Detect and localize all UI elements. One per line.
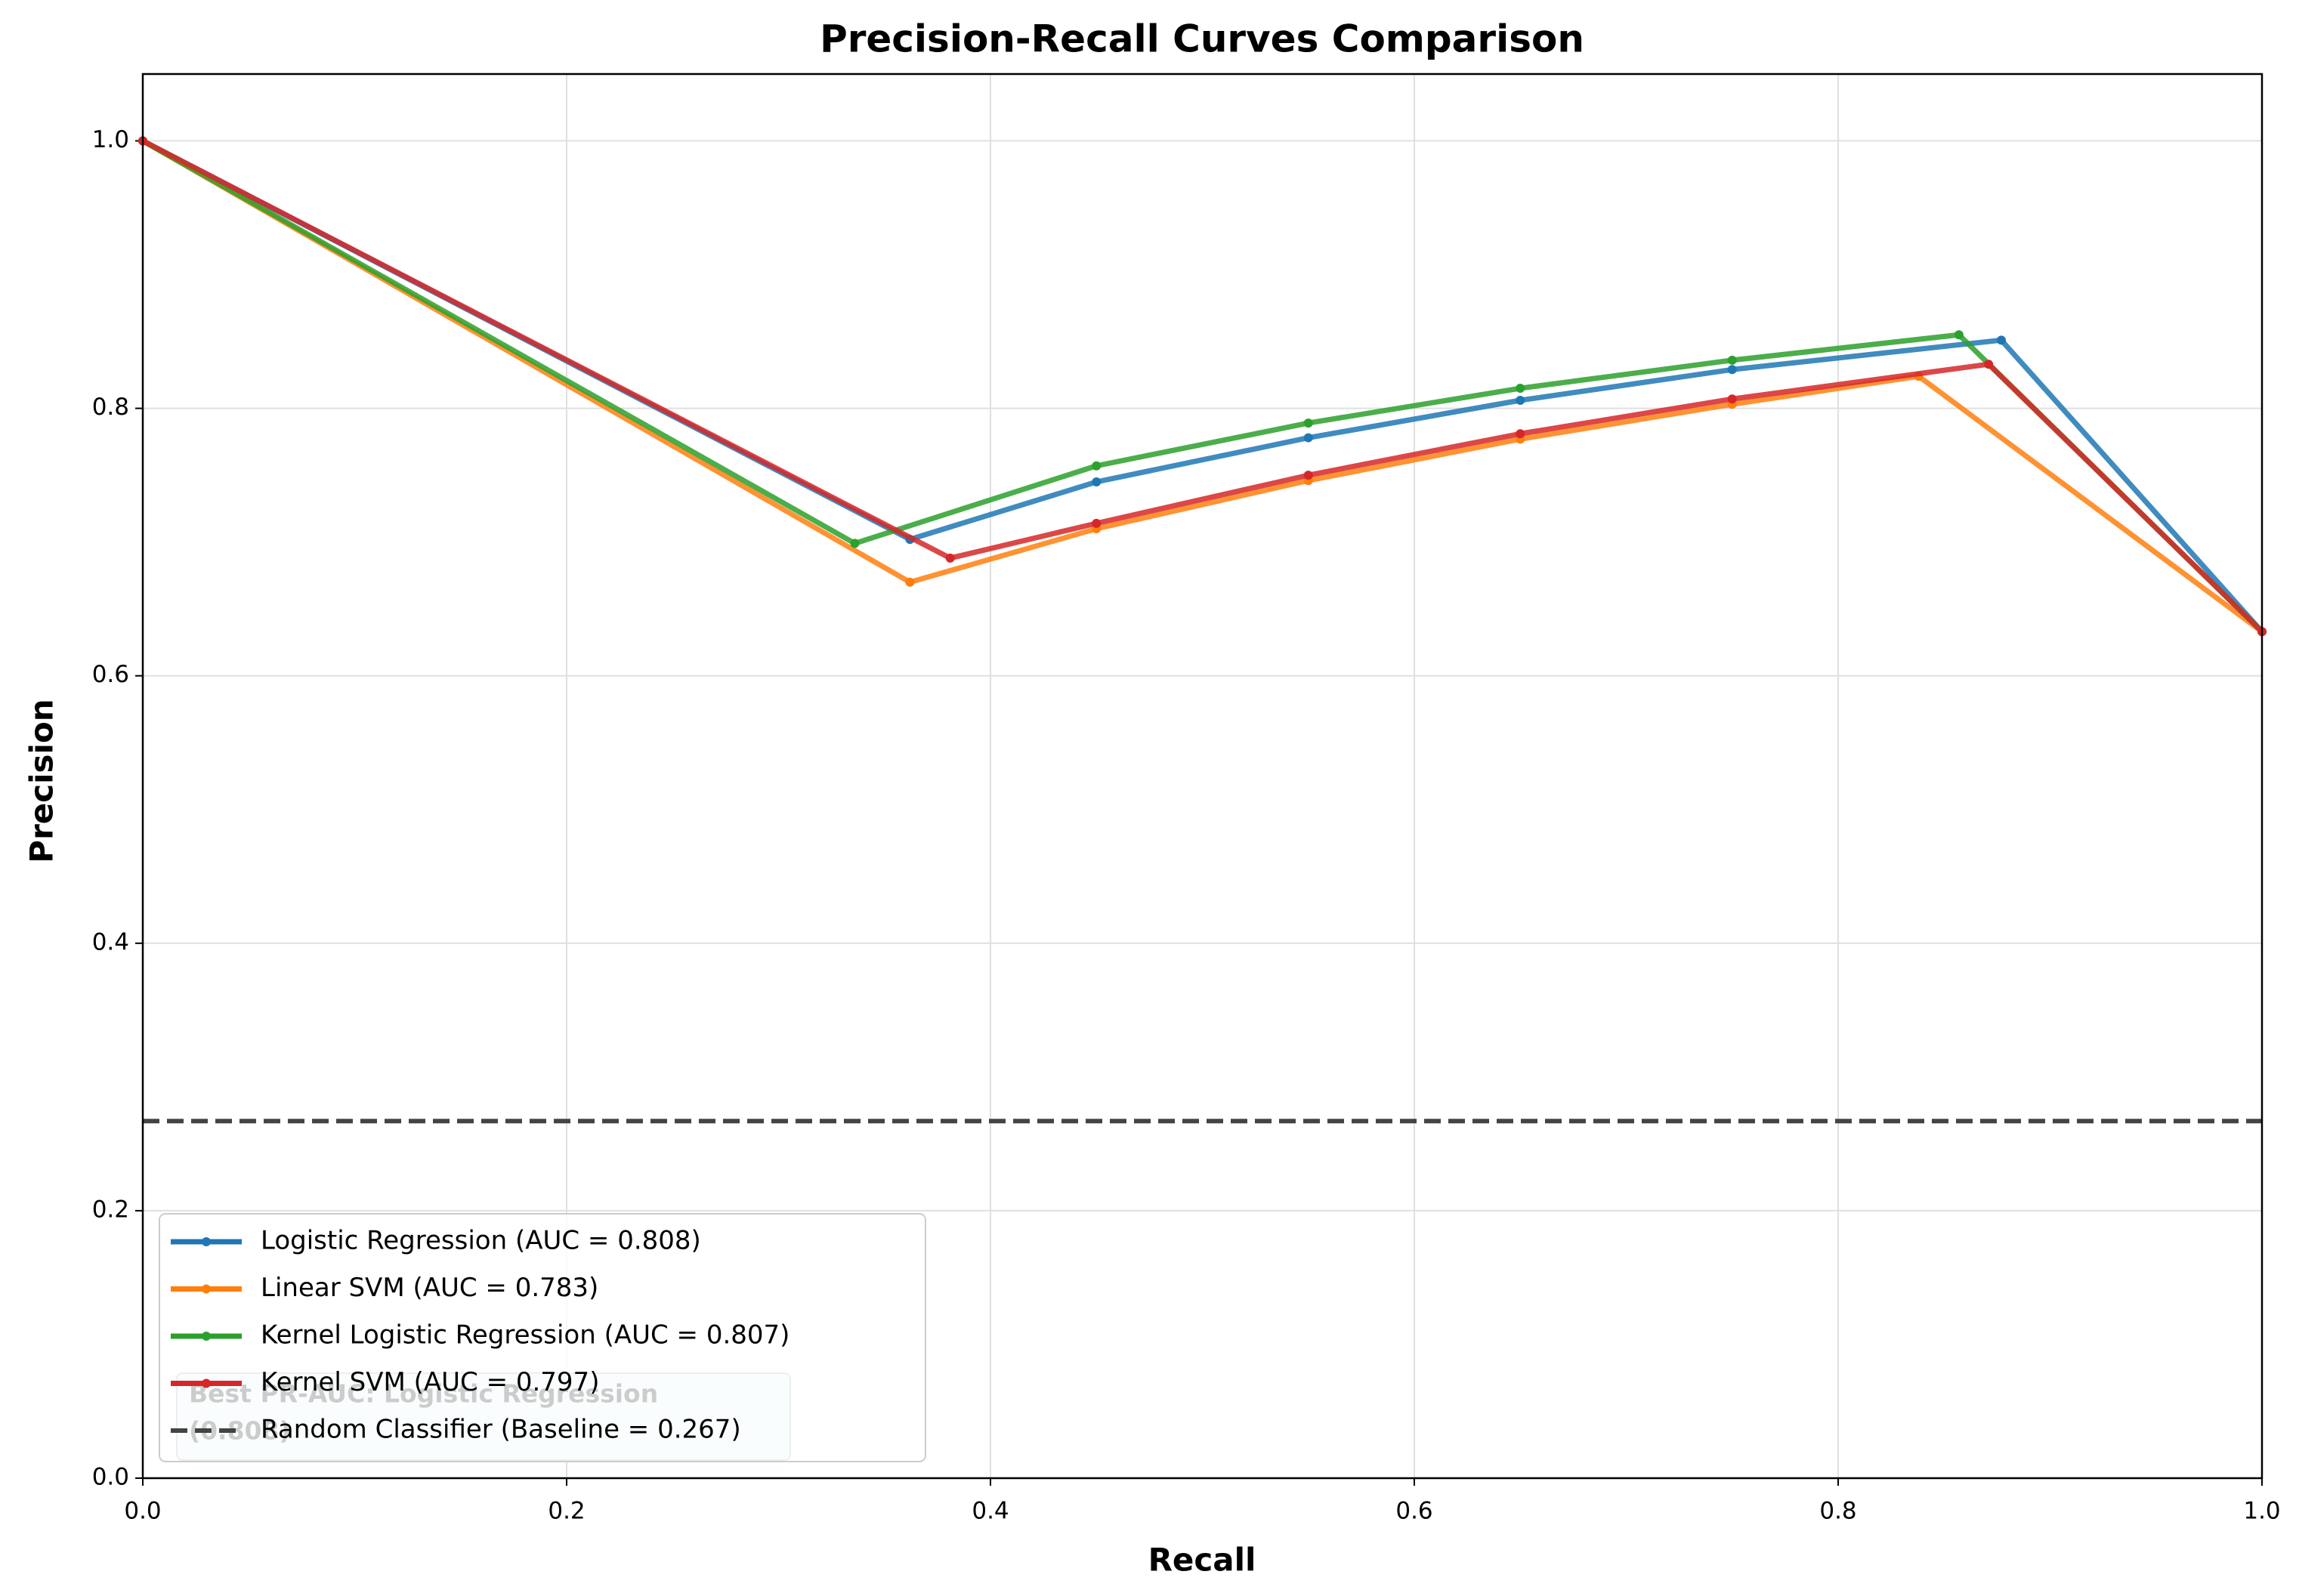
point xyxy=(1727,394,1737,404)
legend-label: Kernel Logistic Regression (AUC = 0.807) xyxy=(261,1320,790,1351)
x-tick-label: 0.0 xyxy=(124,1498,161,1525)
point xyxy=(1092,461,1102,471)
series-line xyxy=(141,138,2264,634)
series-line xyxy=(141,138,2264,634)
point xyxy=(905,577,915,587)
point xyxy=(1996,335,2006,345)
point xyxy=(1516,429,1525,439)
point xyxy=(1984,360,1994,369)
point xyxy=(850,539,860,548)
point xyxy=(945,553,955,563)
point xyxy=(1727,355,1737,365)
point xyxy=(1303,418,1313,428)
series-line xyxy=(141,138,2264,634)
legend-label: Logistic Regression (AUC = 0.808) xyxy=(261,1226,701,1256)
point xyxy=(1727,365,1737,375)
point xyxy=(1092,518,1102,528)
legend-label: Linear SVM (AUC = 0.783) xyxy=(261,1273,598,1303)
x-tick-label: 0.4 xyxy=(972,1498,1009,1525)
chart-title: Precision-Recall Curves Comparison xyxy=(820,17,1584,61)
y-tick-label: 0.6 xyxy=(92,661,129,688)
x-tick-label: 0.8 xyxy=(1819,1498,1856,1525)
y-tick-label: 0.2 xyxy=(92,1196,129,1223)
legend-marker xyxy=(202,1378,211,1388)
legend-marker xyxy=(202,1237,211,1246)
legend-marker xyxy=(202,1284,211,1294)
legend-label: Random Classifier (Baseline = 0.267) xyxy=(261,1415,741,1445)
legend-label: Kernel SVM (AUC = 0.797) xyxy=(261,1367,599,1397)
series-line xyxy=(141,138,2264,634)
point xyxy=(1303,433,1313,443)
point xyxy=(1516,384,1525,394)
y-tick-label: 0.4 xyxy=(92,928,129,955)
legend-box xyxy=(159,1213,926,1462)
y-axis-label: Precision xyxy=(23,699,60,863)
x-tick-label: 1.0 xyxy=(2243,1498,2280,1525)
point xyxy=(1954,330,1964,340)
y-tick-label: 0.0 xyxy=(92,1464,129,1491)
legend-marker xyxy=(202,1332,211,1341)
y-tick-label: 1.0 xyxy=(92,126,129,153)
y-tick-label: 0.8 xyxy=(92,394,129,421)
point xyxy=(1516,395,1525,405)
x-axis-label: Recall xyxy=(1148,1542,1256,1579)
x-tick-label: 0.6 xyxy=(1395,1498,1432,1525)
plot-frame xyxy=(141,73,2263,1480)
point xyxy=(1303,471,1313,480)
x-tick-label: 0.2 xyxy=(548,1498,585,1525)
point xyxy=(1092,477,1102,486)
